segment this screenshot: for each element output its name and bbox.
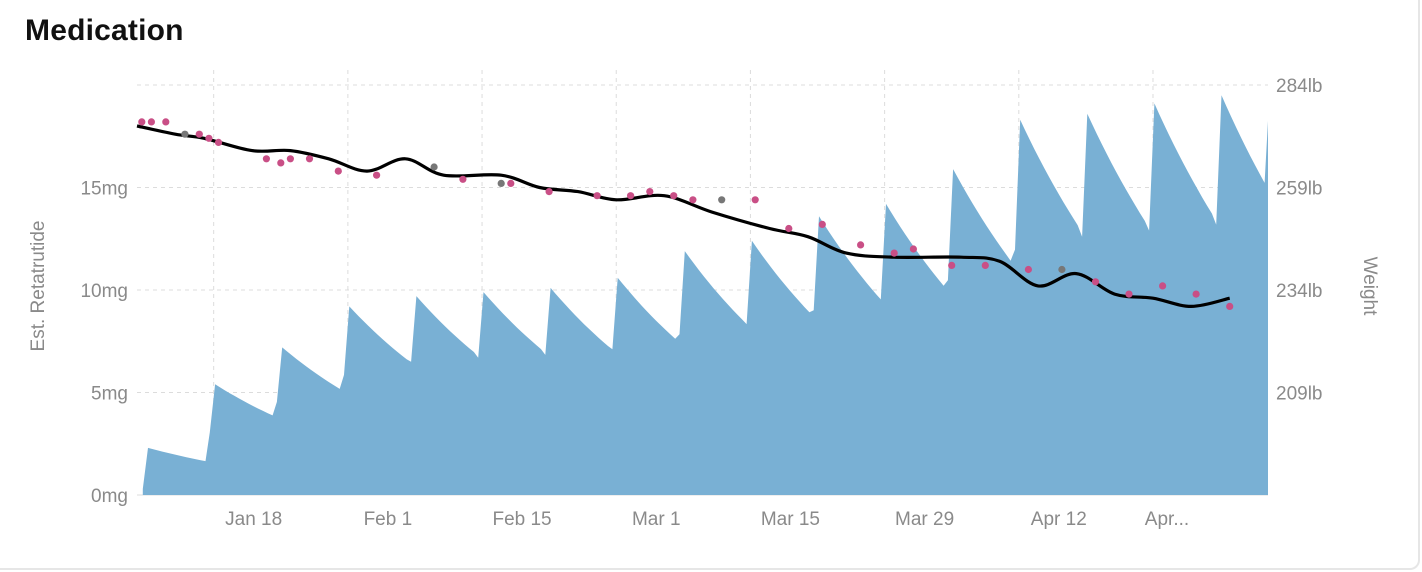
medication-area-layer [142, 95, 1268, 496]
chart-title: Medication [25, 14, 184, 47]
weight-point[interactable] [909, 245, 918, 253]
weight-point[interactable] [948, 261, 956, 269]
y-left-tick-label: 5mg [91, 384, 128, 405]
weight-point[interactable] [181, 130, 189, 138]
weight-point[interactable] [262, 155, 270, 163]
weight-trend-line [136, 124, 1231, 308]
y-left-tick-label: 10mg [80, 281, 128, 302]
weight-point[interactable] [147, 118, 155, 126]
y-left-tick-label: 0mg [91, 486, 128, 507]
x-axis: Jan 18 Feb 1 Feb 15 Mar 1 Mar 15 Mar 29 Apr 12… [225, 509, 1189, 530]
weight-point[interactable] [718, 196, 726, 204]
weight-point[interactable] [507, 179, 515, 187]
y-right-tick-label: 284lb [1276, 76, 1323, 97]
weight-point[interactable] [1226, 302, 1234, 310]
y-left-tick-label: 15mg [80, 179, 128, 200]
weight-point[interactable] [162, 118, 170, 126]
x-tick-label: Mar 15 [761, 509, 820, 530]
weight-point[interactable] [646, 188, 654, 196]
weight-point[interactable] [286, 155, 294, 163]
weight-point[interactable] [1192, 290, 1200, 298]
weight-point[interactable] [497, 179, 505, 187]
weight-point[interactable] [670, 192, 678, 200]
weight-point[interactable] [1125, 290, 1133, 298]
weight-point[interactable] [373, 171, 381, 179]
x-tick-label: Feb 15 [492, 509, 551, 530]
weight-point[interactable] [818, 220, 826, 228]
weight-points-layer[interactable] [138, 118, 1234, 310]
weight-line-layer [136, 124, 1231, 308]
y-right-tick-label: 234lb [1276, 281, 1323, 302]
weight-point[interactable] [1058, 265, 1066, 274]
x-tick-label: Jan 18 [225, 509, 282, 530]
medication-area [142, 95, 1268, 496]
y-axis-right: 209lb 234lb 259lb 284lb [1276, 76, 1323, 405]
weight-point[interactable] [857, 241, 865, 249]
weight-point[interactable] [1159, 282, 1167, 290]
weight-point[interactable] [785, 224, 793, 233]
weight-point[interactable] [890, 249, 898, 257]
x-tick-label: Apr 12 [1031, 509, 1087, 530]
weight-point[interactable] [545, 188, 553, 196]
weight-point[interactable] [689, 196, 697, 204]
weight-point[interactable] [214, 138, 223, 146]
y-right-tick-label: 209lb [1276, 384, 1323, 405]
weight-point[interactable] [459, 175, 467, 183]
weight-point[interactable] [195, 130, 203, 138]
weight-point[interactable] [277, 159, 285, 167]
weight-point[interactable] [430, 163, 438, 171]
y-axis-left: 0mg 5mg 10mg 15mg [80, 179, 128, 508]
y-axis-right-label: Weight [1359, 257, 1380, 317]
weight-point[interactable] [1024, 265, 1032, 274]
weight-point[interactable] [593, 192, 601, 200]
weight-point[interactable] [1091, 278, 1100, 286]
weight-point[interactable] [138, 118, 146, 126]
x-tick-label: Feb 1 [364, 509, 413, 530]
weight-point[interactable] [627, 192, 635, 200]
weight-point[interactable] [751, 196, 759, 204]
y-right-tick-label: 259lb [1276, 179, 1323, 200]
weight-point[interactable] [205, 134, 213, 142]
weight-point[interactable] [305, 155, 314, 163]
weight-point[interactable] [334, 167, 342, 175]
weight-point[interactable] [981, 261, 989, 269]
y-axis-left-label: Est. Retatrutide [28, 221, 49, 352]
x-tick-label: Apr... [1145, 509, 1189, 530]
x-tick-label: Mar 29 [895, 509, 954, 530]
x-tick-label: Mar 1 [632, 509, 681, 530]
